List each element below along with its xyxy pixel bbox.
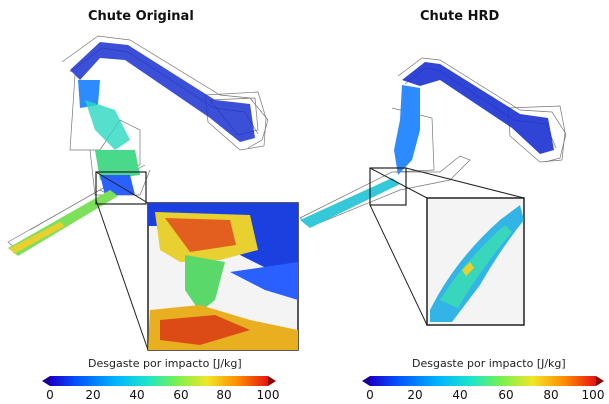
tick-label: 20 [407,388,423,402]
colorbar-left [42,376,276,386]
panel-title-original: Chute Original [88,9,194,24]
colorbar-label-right: Desgaste por impacto [J/kg] [412,357,566,370]
tick-label: 0 [366,388,374,402]
tick-label: 80 [216,388,232,402]
inset-hrd [369,167,525,326]
tick-label: 40 [452,388,468,402]
colorbar-right [362,376,604,386]
tick-label: 100 [256,388,280,402]
tick-label: 20 [85,388,101,402]
inset-original [95,171,299,351]
tick-label: 80 [543,388,559,402]
particles-hrd [300,62,554,228]
panel-title-hrd: Chute HRD [420,9,500,24]
colorbar-label-left: Desgaste por impacto [J/kg] [88,357,242,370]
tick-label: 60 [498,388,514,402]
tick-label: 60 [173,388,189,402]
tick-label: 100 [581,388,605,402]
tick-label: 0 [46,388,54,402]
tick-label: 40 [129,388,145,402]
